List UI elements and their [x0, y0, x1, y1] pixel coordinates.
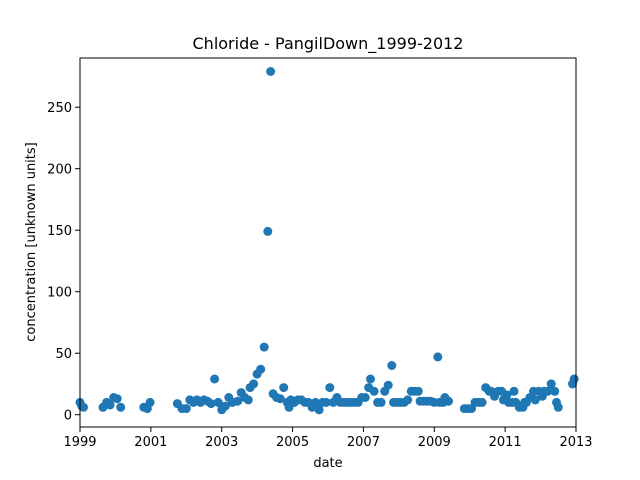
data-point: [321, 397, 331, 407]
y-tick-label: 100: [47, 286, 72, 301]
data-point: [314, 405, 324, 415]
x-tick-label: 2003: [205, 435, 238, 450]
data-point: [249, 379, 259, 389]
data-point: [387, 361, 397, 370]
x-axis-label: date: [313, 456, 342, 471]
data-point: [79, 402, 88, 412]
data-point: [366, 374, 375, 384]
data-point: [112, 394, 122, 404]
data-point: [206, 399, 216, 409]
y-axis: 0 50 100 150 200 250: [47, 101, 80, 424]
data-point: [325, 383, 335, 393]
data-point: [266, 67, 276, 76]
data-point: [550, 386, 560, 396]
y-tick-label: 250: [47, 101, 72, 116]
data-point: [181, 404, 191, 414]
x-tick-label: 2005: [276, 435, 309, 450]
data-point: [509, 386, 519, 396]
data-point: [444, 396, 453, 406]
data-point: [105, 400, 115, 410]
x-axis: 1999 2001 2003 2005 2007 2009 2011 2013: [63, 427, 593, 450]
y-tick-label: 50: [55, 347, 72, 362]
data-point: [543, 386, 553, 396]
data-point: [383, 380, 393, 390]
data-point: [311, 397, 321, 407]
data-point: [433, 352, 443, 362]
data-point: [275, 394, 285, 404]
data-point: [213, 397, 223, 407]
data-point: [546, 379, 556, 389]
data-point: [220, 401, 230, 411]
data-point: [243, 395, 253, 405]
y-axis-label: concentration [unknown units]: [24, 142, 39, 341]
data-point: [502, 390, 512, 400]
data-point: [403, 395, 413, 405]
x-tick-label: 2009: [418, 435, 451, 450]
data-point: [553, 402, 563, 412]
x-tick-label: 2013: [559, 435, 592, 450]
y-tick-label: 0: [64, 409, 72, 424]
data-point: [145, 397, 155, 407]
x-tick-label: 1999: [63, 435, 96, 450]
y-tick-label: 150: [47, 224, 72, 239]
x-tick-label: 2007: [347, 435, 380, 450]
data-point: [360, 393, 370, 402]
data-point: [530, 395, 540, 405]
x-tick-label: 2011: [489, 435, 522, 450]
data-point: [279, 383, 289, 393]
x-tick-label: 2001: [134, 435, 167, 450]
data-point: [263, 226, 273, 236]
data-point: [376, 397, 386, 407]
data-point: [569, 374, 579, 384]
data-point: [210, 374, 220, 384]
chart-title: Chloride - PangilDown_1999-2012: [193, 34, 464, 54]
data-point: [259, 342, 269, 352]
data-point: [369, 386, 379, 396]
data-points: [75, 67, 579, 415]
plot-frame: [79, 57, 577, 428]
data-point: [116, 402, 126, 412]
y-tick-label: 200: [47, 163, 72, 178]
data-point: [413, 386, 423, 396]
data-point: [477, 397, 487, 407]
data-point: [256, 364, 266, 374]
data-point: [233, 396, 243, 406]
